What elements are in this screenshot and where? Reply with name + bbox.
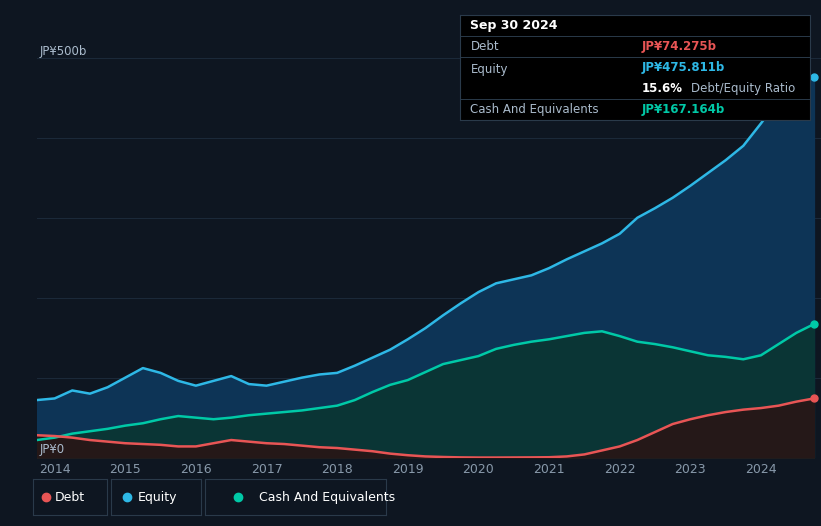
Text: Debt/Equity Ratio: Debt/Equity Ratio bbox=[691, 82, 796, 95]
Text: Cash And Equivalents: Cash And Equivalents bbox=[259, 491, 396, 503]
Text: JP¥500b: JP¥500b bbox=[39, 45, 87, 58]
Text: JP¥475.811b: JP¥475.811b bbox=[642, 61, 725, 74]
Text: Debt: Debt bbox=[55, 491, 85, 503]
Text: JP¥167.164b: JP¥167.164b bbox=[642, 103, 725, 116]
Text: Sep 30 2024: Sep 30 2024 bbox=[470, 19, 558, 32]
Text: Cash And Equivalents: Cash And Equivalents bbox=[470, 103, 599, 116]
Text: 15.6%: 15.6% bbox=[642, 82, 683, 95]
Text: JP¥74.275b: JP¥74.275b bbox=[642, 40, 717, 53]
Text: Debt: Debt bbox=[470, 40, 499, 53]
Text: Equity: Equity bbox=[470, 63, 508, 76]
Text: Equity: Equity bbox=[138, 491, 177, 503]
Text: JP¥0: JP¥0 bbox=[39, 443, 64, 456]
